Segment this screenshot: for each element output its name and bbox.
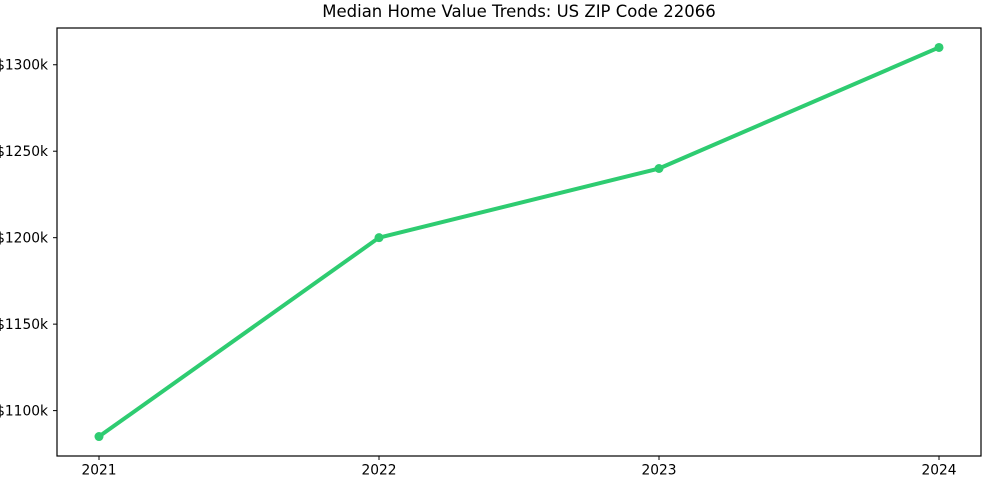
plot-area: $1100k $1150k $1200k $1250k $1300k 2021 2022 20… — [0, 27, 982, 479]
y-tick-label: $1250k — [0, 144, 48, 160]
chart-title: Median Home Value Trends: US ZIP Code 22… — [322, 2, 715, 21]
x-tick-label: 2024 — [921, 463, 956, 479]
y-tick-label: $1300k — [0, 58, 48, 74]
trend-line — [97, 45, 941, 439]
y-tick-label: $1150k — [0, 317, 48, 333]
y-tick-label: $1200k — [0, 230, 48, 246]
data-point-marker — [934, 42, 944, 52]
data-point-marker — [94, 432, 104, 442]
x-tick-label: 2022 — [361, 463, 396, 479]
plot-border — [56, 27, 982, 457]
data-point-marker — [374, 233, 384, 243]
y-tick-label: $1100k — [0, 403, 48, 419]
data-point-marker — [654, 164, 664, 174]
x-tick-label: 2021 — [81, 463, 116, 479]
x-tick-label: 2023 — [641, 463, 676, 479]
